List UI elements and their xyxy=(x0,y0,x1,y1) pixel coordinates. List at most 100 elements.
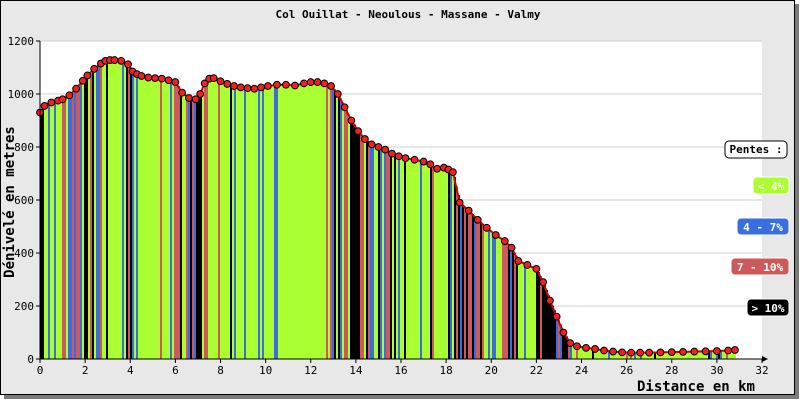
slope-bar xyxy=(434,166,436,359)
slope-bar xyxy=(460,202,462,359)
slope-bar xyxy=(110,60,112,359)
slope-bar xyxy=(724,350,726,359)
legend-swatch xyxy=(730,257,790,276)
slope-bar xyxy=(332,87,334,359)
slope-bar xyxy=(142,76,144,359)
slope-bar xyxy=(88,74,90,359)
y-tick-label: 800 xyxy=(14,141,34,154)
slope-bar xyxy=(112,60,114,359)
profile-point xyxy=(656,348,665,357)
slope-bar xyxy=(486,227,488,359)
legend-swatch xyxy=(746,298,790,317)
slope-bar xyxy=(50,103,52,359)
profile-point xyxy=(65,91,74,100)
slope-bar xyxy=(488,228,490,359)
profile-point xyxy=(419,157,428,166)
y-tick-label: 200 xyxy=(14,300,34,313)
slope-bar xyxy=(52,102,54,360)
slope-bar xyxy=(90,72,92,359)
slope-bar xyxy=(466,208,468,359)
profile-point xyxy=(282,80,290,89)
slope-bar xyxy=(154,78,156,359)
slope-bar xyxy=(530,266,532,359)
slope-bar xyxy=(516,256,518,359)
slope-bar xyxy=(448,169,450,359)
slope-bar xyxy=(714,351,716,359)
slope-bar xyxy=(590,348,592,359)
slope-bar xyxy=(338,94,340,360)
profile-point xyxy=(618,348,627,357)
slope-bar xyxy=(702,351,704,359)
slope-bar xyxy=(676,352,678,359)
slope-bar xyxy=(128,64,130,360)
slope-bar xyxy=(120,60,122,360)
slope-bar xyxy=(532,266,534,359)
y-tick-label: 400 xyxy=(14,247,34,260)
profile-point xyxy=(78,76,87,85)
slope-bar xyxy=(178,86,180,360)
slope-bar xyxy=(104,61,106,359)
slope-bar xyxy=(354,124,356,360)
y-tick-labels: 0 200 400 600 800 1000 1200 xyxy=(8,35,35,366)
legend-items: < 4% 4 - 7% 7 - 10% > 10% xyxy=(730,176,790,317)
slope-bar xyxy=(144,76,146,360)
slope-bar xyxy=(232,85,234,359)
slope-bar xyxy=(246,87,248,359)
slope-bar xyxy=(358,130,360,359)
slope-bar xyxy=(84,79,86,360)
profile-point xyxy=(72,84,80,93)
slope-bar xyxy=(308,82,310,360)
profile-point xyxy=(701,347,710,356)
slope-bar xyxy=(570,342,572,359)
slope-bar xyxy=(394,154,396,359)
profile-point xyxy=(230,82,238,90)
slope-bar xyxy=(228,84,230,359)
slope-bar xyxy=(190,98,192,360)
slope-bar xyxy=(396,155,398,359)
slope-bar xyxy=(392,153,394,359)
profile-point xyxy=(340,103,349,112)
slope-bar xyxy=(226,83,228,359)
profile-point xyxy=(491,231,500,239)
profile-point xyxy=(185,94,193,102)
slope-bar xyxy=(526,264,528,359)
profile-point xyxy=(40,102,49,110)
slope-bar xyxy=(430,164,432,359)
slope-bar xyxy=(380,147,382,359)
slope-bar xyxy=(674,352,676,359)
y-axis-label: Dénivelé en metres xyxy=(2,126,18,278)
slope-bar xyxy=(134,72,136,359)
slope-bar xyxy=(126,63,128,359)
slope-bar xyxy=(298,84,300,359)
slope-bar xyxy=(518,260,520,359)
slope-bar xyxy=(720,350,722,359)
profile-markers xyxy=(36,56,739,357)
x-tick-label: 18 xyxy=(440,364,453,377)
slope-bar xyxy=(400,156,402,359)
slope-bar xyxy=(366,139,368,359)
slope-bar xyxy=(250,88,252,360)
slope-bar xyxy=(262,87,264,360)
slope-bar xyxy=(48,104,50,359)
slope-bar xyxy=(86,77,88,359)
slope-bar xyxy=(54,101,56,359)
slope-bar xyxy=(546,289,548,359)
slope-bar xyxy=(520,261,522,359)
slope-bar xyxy=(200,94,202,359)
slope-bar xyxy=(578,346,580,359)
slope-bar xyxy=(678,351,680,359)
slope-bar xyxy=(468,209,470,359)
slope-bar xyxy=(76,88,78,359)
profile-point xyxy=(514,257,523,265)
slope-bar xyxy=(680,351,682,359)
legend-label: < 4% xyxy=(758,180,785,193)
slope-bar xyxy=(696,351,698,359)
profile-point xyxy=(712,347,721,355)
slope-bar xyxy=(378,146,380,359)
slope-bar xyxy=(524,263,526,359)
profile-point xyxy=(367,140,376,149)
axes xyxy=(36,40,768,363)
slope-bar xyxy=(166,79,168,359)
slope-bar xyxy=(610,351,612,359)
slope-bar xyxy=(42,109,44,359)
